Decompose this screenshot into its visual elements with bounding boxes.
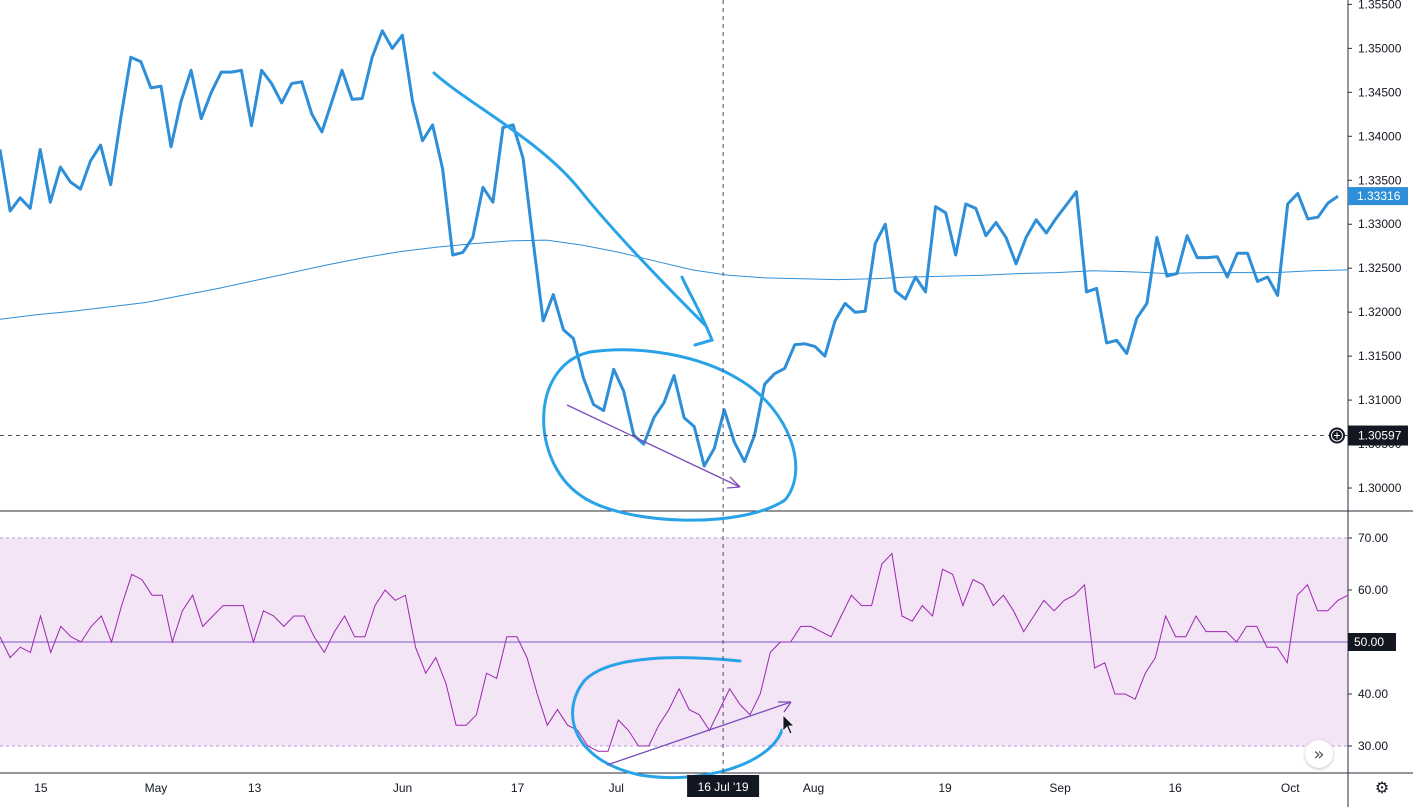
rsi-axis-label: 70.00 xyxy=(1358,531,1388,545)
moving-average-path xyxy=(0,239,1349,320)
mouse-pointer-icon xyxy=(782,714,795,735)
price-axis-label: 1.33000 xyxy=(1358,217,1402,231)
rsi-mid-label: 50.00 xyxy=(1354,635,1384,649)
price-circle-drawing xyxy=(542,348,798,522)
crosshair-date-tag xyxy=(687,775,760,797)
price-axis-label: 1.31000 xyxy=(1358,393,1402,407)
time-axis-label: Sep xyxy=(1049,781,1071,795)
rsi-line xyxy=(0,552,1349,752)
price-axis-label: 1.31500 xyxy=(1358,349,1402,363)
crosshair-price-tag xyxy=(1348,425,1408,446)
rsi-band xyxy=(0,537,1348,747)
price-axis-label: 1.33500 xyxy=(1358,173,1402,187)
price-axis-label: 1.32000 xyxy=(1358,305,1402,319)
time-axis-label: 19 xyxy=(938,781,952,795)
time-axis-label: May xyxy=(145,781,168,795)
rsi-path xyxy=(0,552,1349,752)
rsi-divergence-arrowhead xyxy=(778,701,792,713)
last-price-label: 1.33316 xyxy=(1357,189,1401,203)
price-divergence-arrow xyxy=(566,404,741,488)
price-axis-label: 1.35000 xyxy=(1358,41,1402,55)
axes: 1.300001.305001.310001.315001.320001.325… xyxy=(34,0,1408,797)
plus-circle-icon[interactable] xyxy=(1329,427,1345,444)
time-axis-label: Aug xyxy=(803,781,824,795)
price-divergence-arrowhead xyxy=(726,476,741,489)
price-axis-label: 1.32500 xyxy=(1358,261,1402,275)
crosshair xyxy=(0,0,1348,773)
moving-average-line xyxy=(0,239,1349,320)
scroll-to-realtime-button[interactable]: » xyxy=(1305,740,1333,768)
time-axis-label: 16 xyxy=(1168,781,1182,795)
time-axis-label: 13 xyxy=(248,781,262,795)
rsi-axis-label: 30.00 xyxy=(1358,739,1388,753)
time-axis-label: 15 xyxy=(34,781,48,795)
price-axis-label: 1.34500 xyxy=(1358,85,1402,99)
gear-icon: ⚙ xyxy=(1374,777,1390,797)
crosshair-date-label: 16 Jul '19 xyxy=(698,780,749,794)
price-path xyxy=(0,29,1339,468)
time-axis-label: Oct xyxy=(1281,781,1300,795)
price-axis-label: 1.34000 xyxy=(1358,129,1402,143)
time-axis-label: Jul xyxy=(609,781,624,795)
chart-settings-button[interactable]: ⚙ xyxy=(1372,777,1392,797)
crosshair-price-label: 1.30597 xyxy=(1358,429,1402,443)
rsi-divergence-arrow xyxy=(606,701,792,766)
last-price-tag xyxy=(1348,187,1408,206)
rsi-circle-drawing xyxy=(571,656,784,779)
price-axis-label: 1.35500 xyxy=(1358,0,1402,11)
rsi-axis-label: 60.00 xyxy=(1358,583,1388,597)
time-axis-label: Jun xyxy=(393,781,412,795)
rsi-axis-label: 40.00 xyxy=(1358,687,1388,701)
trend-hook-drawing xyxy=(680,275,715,347)
price-axis-label: 1.30000 xyxy=(1358,481,1402,495)
user-drawings xyxy=(432,71,798,779)
time-axis-label: 17 xyxy=(511,781,525,795)
rsi-mid-tag xyxy=(1348,633,1396,651)
price-line xyxy=(0,29,1339,468)
double-chevron-right-icon: » xyxy=(1313,743,1325,765)
trend-stroke-drawing xyxy=(432,71,707,327)
